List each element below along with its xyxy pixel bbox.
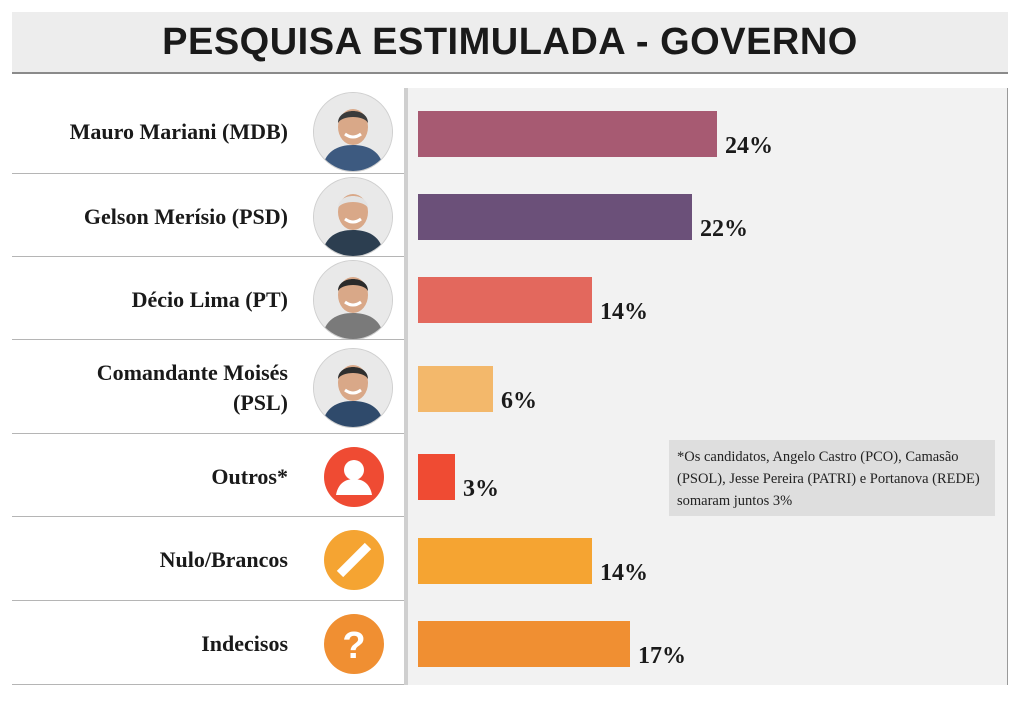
title-bar: PESQUISA ESTIMULADA - GOVERNO — [12, 12, 1008, 74]
bar — [418, 111, 717, 157]
row-divider — [12, 433, 404, 434]
data-label: 22% — [700, 216, 748, 242]
row-divider — [12, 173, 404, 174]
row-divider — [12, 339, 404, 340]
candidate-photo — [314, 177, 392, 256]
footnote: *Os candidatos, Angelo Castro (PCO), Cam… — [669, 440, 995, 516]
candidate-photo — [314, 260, 392, 339]
svg-text:?: ? — [342, 625, 365, 667]
question-icon: ? — [324, 613, 384, 674]
bar — [418, 277, 592, 323]
chart-title: PESQUISA ESTIMULADA - GOVERNO — [162, 20, 858, 63]
category-label: Outros* — [211, 463, 288, 489]
candidate-photo — [314, 349, 392, 427]
data-label: 3% — [463, 476, 499, 502]
category-label: Nulo/Brancos — [159, 547, 288, 572]
bar — [418, 194, 692, 240]
candidate-photo — [314, 93, 392, 171]
data-label: 6% — [501, 388, 537, 414]
category-label: Gelson Merísio (PSD) — [83, 203, 288, 229]
data-label: 14% — [600, 560, 648, 586]
bar — [418, 538, 592, 584]
bar — [418, 454, 455, 500]
category-label: Mauro Mariani (MDB) — [69, 119, 288, 144]
category-label: Comandante Moisés (PSL) — [96, 360, 288, 415]
row-divider — [12, 516, 404, 517]
data-label: 14% — [600, 299, 648, 325]
category-label: Décio Lima (PT) — [131, 286, 288, 312]
row-divider — [12, 600, 404, 601]
bar — [418, 621, 630, 667]
data-label: 17% — [638, 643, 686, 669]
row-divider — [12, 684, 404, 685]
data-label: 24% — [725, 133, 773, 159]
category-label: Indecisos — [201, 630, 288, 656]
slash-icon — [324, 530, 384, 590]
plot-area — [404, 88, 1008, 685]
user-icon — [324, 446, 384, 507]
bar — [418, 366, 493, 412]
row-divider — [12, 256, 404, 257]
